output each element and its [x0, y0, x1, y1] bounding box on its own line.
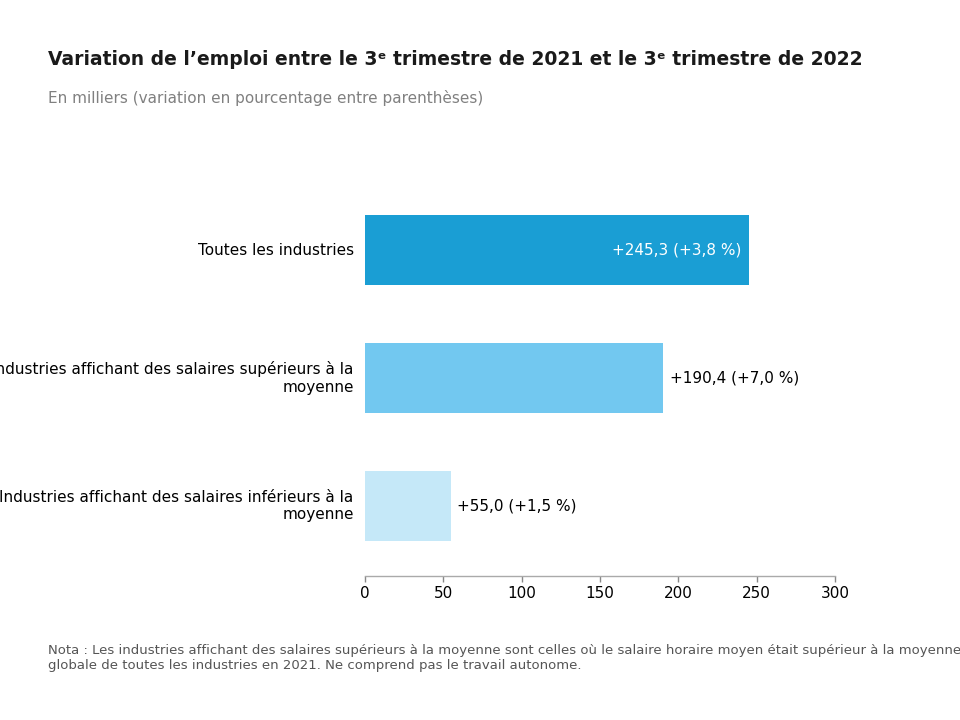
Text: +55,0 (+1,5 %): +55,0 (+1,5 %)	[457, 498, 577, 513]
Text: +245,3 (+3,8 %): +245,3 (+3,8 %)	[612, 243, 741, 258]
Text: Variation de l’emploi entre le 3ᵉ trimestre de 2021 et le 3ᵉ trimestre de 2022: Variation de l’emploi entre le 3ᵉ trimes…	[48, 50, 863, 69]
Bar	[365, 343, 663, 413]
Bar	[365, 471, 451, 541]
Text: +190,4 (+7,0 %): +190,4 (+7,0 %)	[670, 371, 799, 385]
Text: Nota : Les industries affichant des salaires supérieurs à la moyenne sont celles: Nota : Les industries affichant des sala…	[48, 644, 960, 672]
Bar	[365, 215, 750, 285]
Text: En milliers (variation en pourcentage entre parenthèses): En milliers (variation en pourcentage en…	[48, 90, 483, 106]
